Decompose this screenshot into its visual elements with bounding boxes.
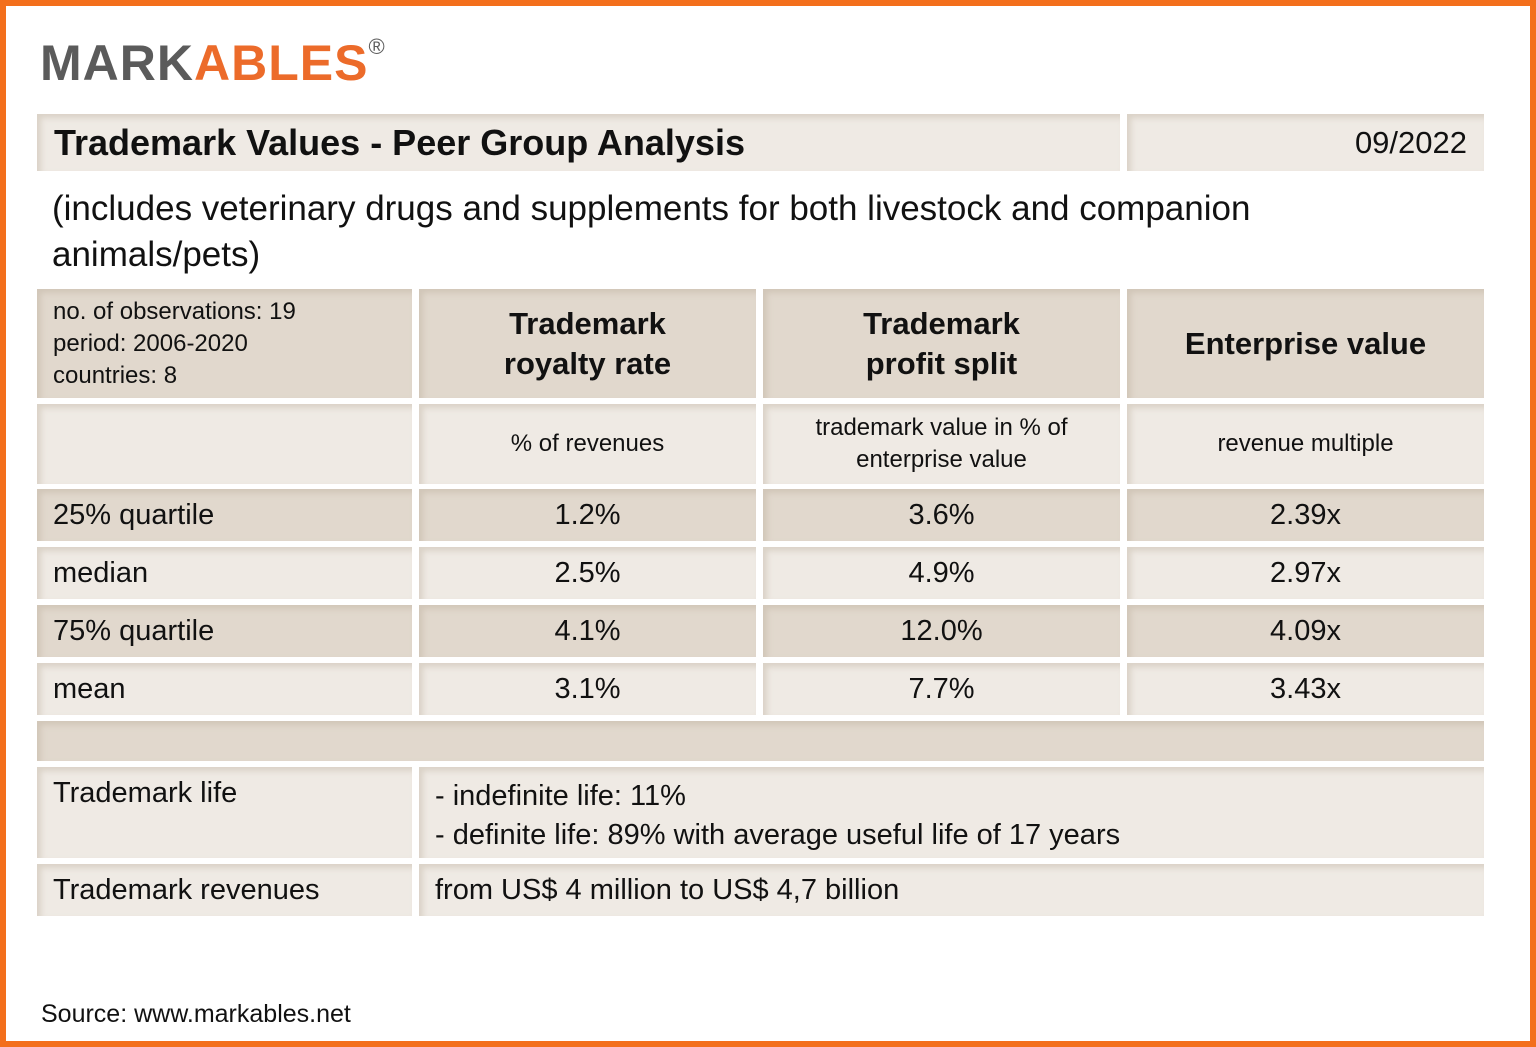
revenues-value: from US$ 4 million to US$ 4,7 billion bbox=[419, 864, 1484, 916]
header-royalty-rate: Trademark royalty rate bbox=[419, 289, 756, 398]
life-label: Trademark life bbox=[37, 767, 412, 858]
period: period: 2006-2020 bbox=[53, 329, 248, 357]
unit-royalty: % of revenues bbox=[419, 404, 756, 484]
table-subtitle: (includes veterinary drugs and supplemen… bbox=[52, 189, 1251, 274]
row-value: 3.6% bbox=[763, 489, 1120, 541]
row-value: 2.97x bbox=[1127, 547, 1484, 599]
row-label: median bbox=[37, 547, 412, 599]
table-title: Trademark Values - Peer Group Analysis bbox=[37, 114, 1120, 171]
indefinite-life: - indefinite life: 11% bbox=[435, 780, 686, 812]
row-value: 2.5% bbox=[419, 547, 756, 599]
row-label: 75% quartile bbox=[37, 605, 412, 657]
row-value: 12.0% bbox=[763, 605, 1120, 657]
unit-empty bbox=[37, 404, 412, 484]
definite-life: - definite life: 89% with average useful… bbox=[435, 819, 1121, 851]
table-date: 09/2022 bbox=[1127, 114, 1484, 171]
source-note: Source: www.markables.net bbox=[41, 1000, 351, 1028]
row-value: 4.09x bbox=[1127, 605, 1484, 657]
observations-count: no. of observations: 19 bbox=[53, 297, 296, 325]
row-value: 4.1% bbox=[419, 605, 756, 657]
header-enterprise-value: Enterprise value bbox=[1127, 289, 1484, 398]
row-value: 3.43x bbox=[1127, 663, 1484, 715]
unit-enterprise: revenue multiple bbox=[1127, 404, 1484, 484]
row-label: 25% quartile bbox=[37, 489, 412, 541]
header-profit-split: Trademark profit split bbox=[763, 289, 1120, 398]
row-label: mean bbox=[37, 663, 412, 715]
row-value: 3.1% bbox=[419, 663, 756, 715]
spacer-row bbox=[37, 721, 1484, 761]
meta-cell: no. of observations: 19 period: 2006-202… bbox=[37, 289, 412, 398]
row-value: 7.7% bbox=[763, 663, 1120, 715]
countries-count: countries: 8 bbox=[53, 361, 178, 389]
markables-logo: MARKABLES® bbox=[40, 34, 386, 91]
row-value: 1.2% bbox=[419, 489, 756, 541]
row-value: 2.39x bbox=[1127, 489, 1484, 541]
row-value: 4.9% bbox=[763, 547, 1120, 599]
life-value: - indefinite life: 11% - definite life: … bbox=[419, 767, 1484, 858]
unit-profit-split: trademark value in % of enterprise value bbox=[763, 404, 1120, 484]
revenues-label: Trademark revenues bbox=[37, 864, 412, 916]
